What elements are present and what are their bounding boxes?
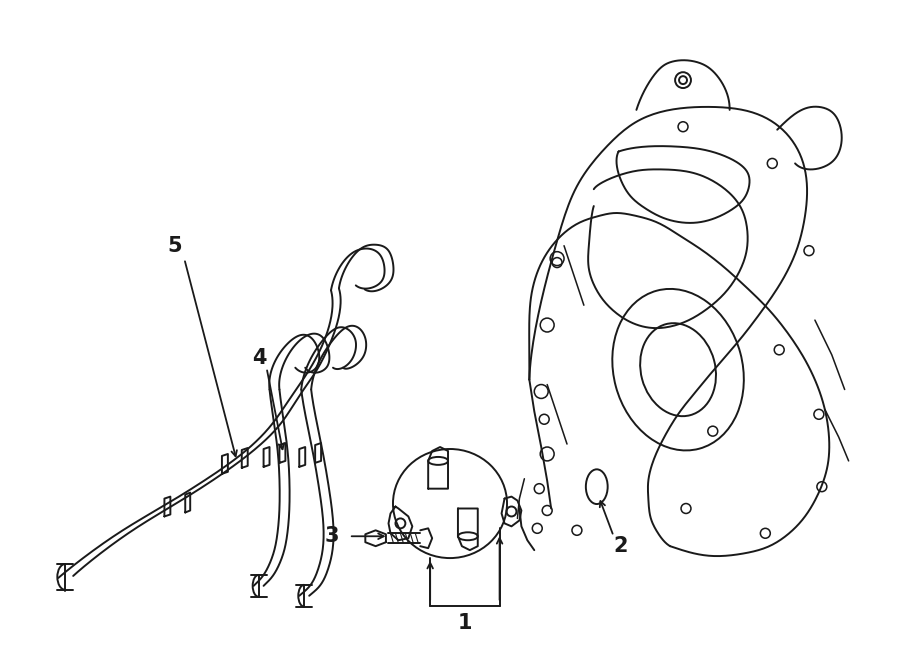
Ellipse shape xyxy=(428,457,448,465)
Text: 5: 5 xyxy=(167,236,182,256)
Text: 1: 1 xyxy=(457,612,472,632)
Text: 3: 3 xyxy=(324,526,339,546)
Text: 4: 4 xyxy=(252,348,267,368)
Ellipse shape xyxy=(458,532,478,540)
Text: 2: 2 xyxy=(613,536,628,556)
